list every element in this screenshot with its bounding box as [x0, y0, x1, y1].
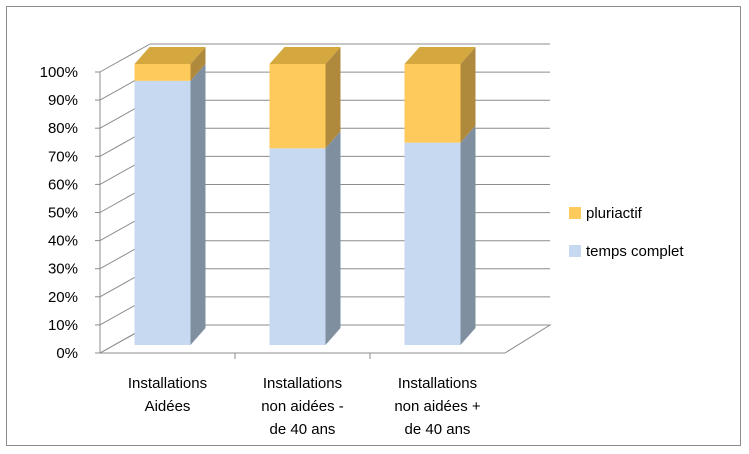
x-category-label: Installations — [128, 375, 207, 392]
y-tick-label: 100% — [40, 64, 78, 81]
y-tick-label: 10% — [48, 317, 78, 334]
bar-pluriactif — [269, 64, 326, 149]
y-tick-label: 60% — [48, 176, 78, 193]
y-tick-label: 30% — [48, 261, 78, 278]
bar-side-pluriactif — [460, 47, 476, 143]
bar-side-pluriactif — [190, 47, 206, 81]
bar-temps-complet — [134, 80, 191, 346]
bar-top-pluriactif — [134, 47, 206, 64]
bar-pluriactif — [134, 64, 191, 81]
x-category-label: non aidées + — [394, 398, 481, 415]
y-tick-label: 90% — [48, 92, 78, 109]
bar-pluriactif — [404, 64, 461, 143]
chart-frame — [6, 6, 741, 446]
legend-swatch-pluriactif — [569, 207, 581, 219]
x-category-label: de 40 ans — [405, 421, 471, 438]
bar-temps-complet — [404, 142, 461, 345]
floor-outline — [99, 324, 552, 354]
legend-label-pluriactif: pluriactif — [586, 205, 643, 222]
y-tick-label: 50% — [48, 205, 78, 222]
bar-top-pluriactif — [404, 47, 476, 64]
legend-label-temps-complet: temps complet — [586, 243, 684, 260]
bars-layer — [134, 47, 476, 346]
y-tick-label: 80% — [48, 120, 78, 137]
bar-side-temps-complet — [460, 125, 476, 346]
axis-layer: 0% 10% 20% 30% 40% 50% 60% 70% 80% 90% 100% Install… — [40, 64, 505, 438]
x-category-label: Installations — [263, 375, 342, 392]
y-tick-label: 70% — [48, 148, 78, 165]
bar-temps-complet — [269, 148, 326, 345]
x-category-label: Installations — [398, 375, 477, 392]
grid-layer — [99, 43, 552, 354]
gridline-depth — [99, 43, 151, 73]
legend-swatch-temps-complet — [569, 245, 581, 257]
x-category-label: de 40 ans — [270, 421, 336, 438]
bar-side-temps-complet — [190, 63, 206, 346]
bar-side-pluriactif — [325, 47, 341, 149]
bar-side-temps-complet — [325, 131, 341, 345]
y-tick-label: 20% — [48, 289, 78, 306]
y-tick-label: 0% — [56, 345, 78, 362]
legend: pluriactif temps complet — [569, 205, 684, 260]
bar-top-pluriactif — [269, 47, 341, 64]
x-category-label: non aidées - — [261, 398, 344, 415]
x-category-label: Aidées — [145, 398, 191, 415]
y-tick-label: 40% — [48, 233, 78, 250]
